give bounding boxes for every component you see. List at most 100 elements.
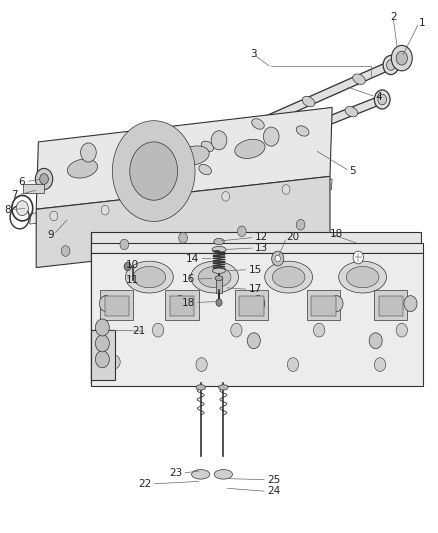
Circle shape	[391, 45, 412, 71]
Circle shape	[120, 239, 129, 250]
Polygon shape	[36, 176, 330, 268]
Bar	[170, 296, 194, 316]
Circle shape	[130, 142, 178, 200]
Bar	[240, 296, 264, 316]
Circle shape	[396, 51, 407, 65]
Circle shape	[50, 211, 58, 221]
Ellipse shape	[212, 268, 226, 273]
Text: 8: 8	[4, 205, 11, 215]
Circle shape	[396, 323, 407, 337]
Ellipse shape	[125, 261, 173, 293]
Ellipse shape	[191, 261, 239, 293]
Circle shape	[237, 226, 246, 237]
Ellipse shape	[219, 385, 228, 390]
Polygon shape	[91, 253, 423, 386]
Text: 15: 15	[249, 265, 262, 274]
Bar	[23, 184, 44, 193]
Circle shape	[272, 251, 284, 266]
Text: 20: 20	[286, 232, 300, 243]
Text: 18: 18	[330, 229, 343, 239]
Ellipse shape	[297, 126, 309, 136]
Bar	[379, 296, 403, 316]
Text: 21: 21	[132, 326, 145, 336]
Ellipse shape	[120, 153, 150, 172]
Ellipse shape	[198, 266, 231, 288]
Circle shape	[374, 358, 386, 372]
Ellipse shape	[252, 119, 264, 129]
Ellipse shape	[272, 266, 305, 288]
Circle shape	[296, 220, 305, 230]
Circle shape	[353, 251, 364, 264]
Text: 2: 2	[390, 12, 396, 22]
Ellipse shape	[214, 238, 224, 245]
Polygon shape	[124, 95, 383, 205]
Ellipse shape	[302, 96, 315, 107]
Circle shape	[383, 55, 399, 75]
Text: 1: 1	[419, 18, 426, 28]
Text: 6: 6	[19, 176, 25, 187]
Ellipse shape	[345, 107, 358, 117]
Circle shape	[252, 296, 265, 312]
Ellipse shape	[215, 276, 223, 280]
Circle shape	[282, 185, 290, 194]
Text: 14: 14	[186, 254, 199, 263]
Text: 25: 25	[267, 475, 280, 484]
Ellipse shape	[247, 145, 260, 156]
Text: 13: 13	[254, 243, 268, 253]
Polygon shape	[91, 245, 421, 383]
Circle shape	[95, 319, 110, 336]
Circle shape	[387, 60, 395, 70]
Circle shape	[369, 333, 382, 349]
Circle shape	[378, 94, 387, 105]
Ellipse shape	[179, 146, 209, 165]
Ellipse shape	[201, 141, 214, 151]
Text: 22: 22	[138, 479, 152, 489]
Ellipse shape	[214, 470, 233, 479]
Ellipse shape	[67, 159, 98, 178]
Circle shape	[81, 143, 96, 162]
Circle shape	[275, 255, 280, 262]
Text: 3: 3	[251, 50, 257, 59]
Circle shape	[162, 198, 170, 208]
Ellipse shape	[151, 164, 163, 174]
Circle shape	[113, 120, 195, 221]
Ellipse shape	[196, 385, 205, 390]
Ellipse shape	[191, 470, 210, 479]
Text: 18: 18	[182, 297, 195, 308]
Bar	[374, 290, 407, 319]
Bar	[100, 290, 133, 319]
Circle shape	[231, 323, 242, 337]
Bar	[105, 296, 129, 316]
Circle shape	[95, 335, 110, 352]
Ellipse shape	[346, 266, 379, 288]
Text: 11: 11	[125, 275, 139, 285]
Circle shape	[61, 246, 70, 256]
Ellipse shape	[353, 74, 365, 84]
Bar	[311, 296, 336, 316]
Text: 9: 9	[47, 230, 53, 240]
Ellipse shape	[199, 164, 212, 175]
Polygon shape	[124, 61, 392, 187]
Bar	[307, 290, 340, 319]
Circle shape	[216, 299, 222, 306]
Circle shape	[196, 358, 207, 372]
Circle shape	[330, 296, 343, 312]
Polygon shape	[91, 232, 421, 245]
Ellipse shape	[339, 261, 387, 293]
Text: 16: 16	[182, 274, 195, 284]
Ellipse shape	[265, 261, 313, 293]
Circle shape	[16, 201, 28, 216]
Circle shape	[173, 296, 186, 312]
Bar	[216, 277, 222, 293]
Polygon shape	[91, 243, 423, 253]
Circle shape	[314, 323, 325, 337]
Circle shape	[211, 131, 227, 150]
Bar	[166, 290, 198, 319]
Text: 5: 5	[350, 166, 356, 176]
Text: 10: 10	[125, 261, 138, 270]
Text: 7: 7	[11, 190, 18, 200]
Bar	[235, 290, 268, 319]
Bar	[91, 330, 115, 381]
Polygon shape	[36, 108, 332, 209]
Circle shape	[404, 296, 417, 312]
